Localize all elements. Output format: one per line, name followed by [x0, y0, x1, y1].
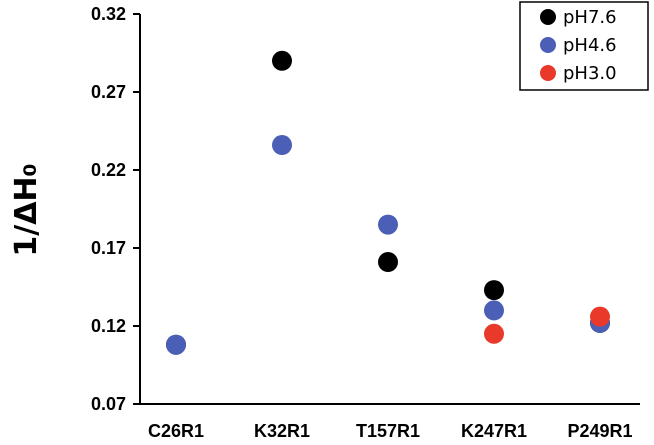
- y-tick-label: 0.27: [91, 82, 126, 102]
- legend-label: pH4.6: [563, 35, 617, 56]
- x-category-label: K247R1: [461, 421, 527, 441]
- y-tick-label: 0.07: [91, 394, 126, 414]
- data-points: [166, 50, 610, 355]
- point-ph7-6-t157r1: [378, 252, 398, 273]
- point-ph4-6-k247r1: [484, 300, 504, 321]
- x-category-label: K32R1: [254, 421, 310, 441]
- y-tick-label: 0.32: [91, 4, 126, 24]
- x-category-label: P249R1: [567, 421, 632, 441]
- legend-marker: [540, 65, 556, 81]
- legend-label: pH7.6: [563, 7, 617, 28]
- x-labels: C26R1 K32R1 T157R1 K247R1 P249R1: [148, 421, 633, 441]
- legend-label: pH3.0: [563, 63, 617, 84]
- legend-marker: [540, 9, 556, 25]
- x-category-label: C26R1: [148, 421, 204, 441]
- point-ph3-0-p249r1: [590, 306, 610, 327]
- x-axis: C26R1 K32R1 T157R1 K247R1 P249R1: [140, 403, 640, 441]
- x-category-label: T157R1: [356, 421, 420, 441]
- y-ticks: 0.07 0.12 0.17 0.22 0.27 0.32: [91, 4, 140, 414]
- y-tick-label: 0.22: [91, 160, 126, 180]
- y-tick-label: 0.17: [91, 238, 126, 258]
- legend: pH7.6 pH4.6 pH3.0: [519, 1, 649, 91]
- y-axis-title: 1/ΔH₀: [9, 163, 44, 256]
- point-ph4-6-c26r1: [166, 334, 186, 355]
- y-tick-label: 0.12: [91, 316, 126, 336]
- point-ph4-6-t157r1: [378, 214, 398, 235]
- point-ph4-6-k32r1: [272, 135, 292, 156]
- point-ph3-0-k247r1: [484, 323, 504, 344]
- point-ph7-6-k247r1: [484, 280, 504, 301]
- legend-marker: [540, 37, 556, 53]
- y-axis: 0.07 0.12 0.17 0.22 0.27 0.32: [91, 4, 141, 414]
- legend-items: pH7.6 pH4.6 pH3.0: [540, 7, 617, 84]
- point-ph7-6-k32r1: [272, 50, 292, 71]
